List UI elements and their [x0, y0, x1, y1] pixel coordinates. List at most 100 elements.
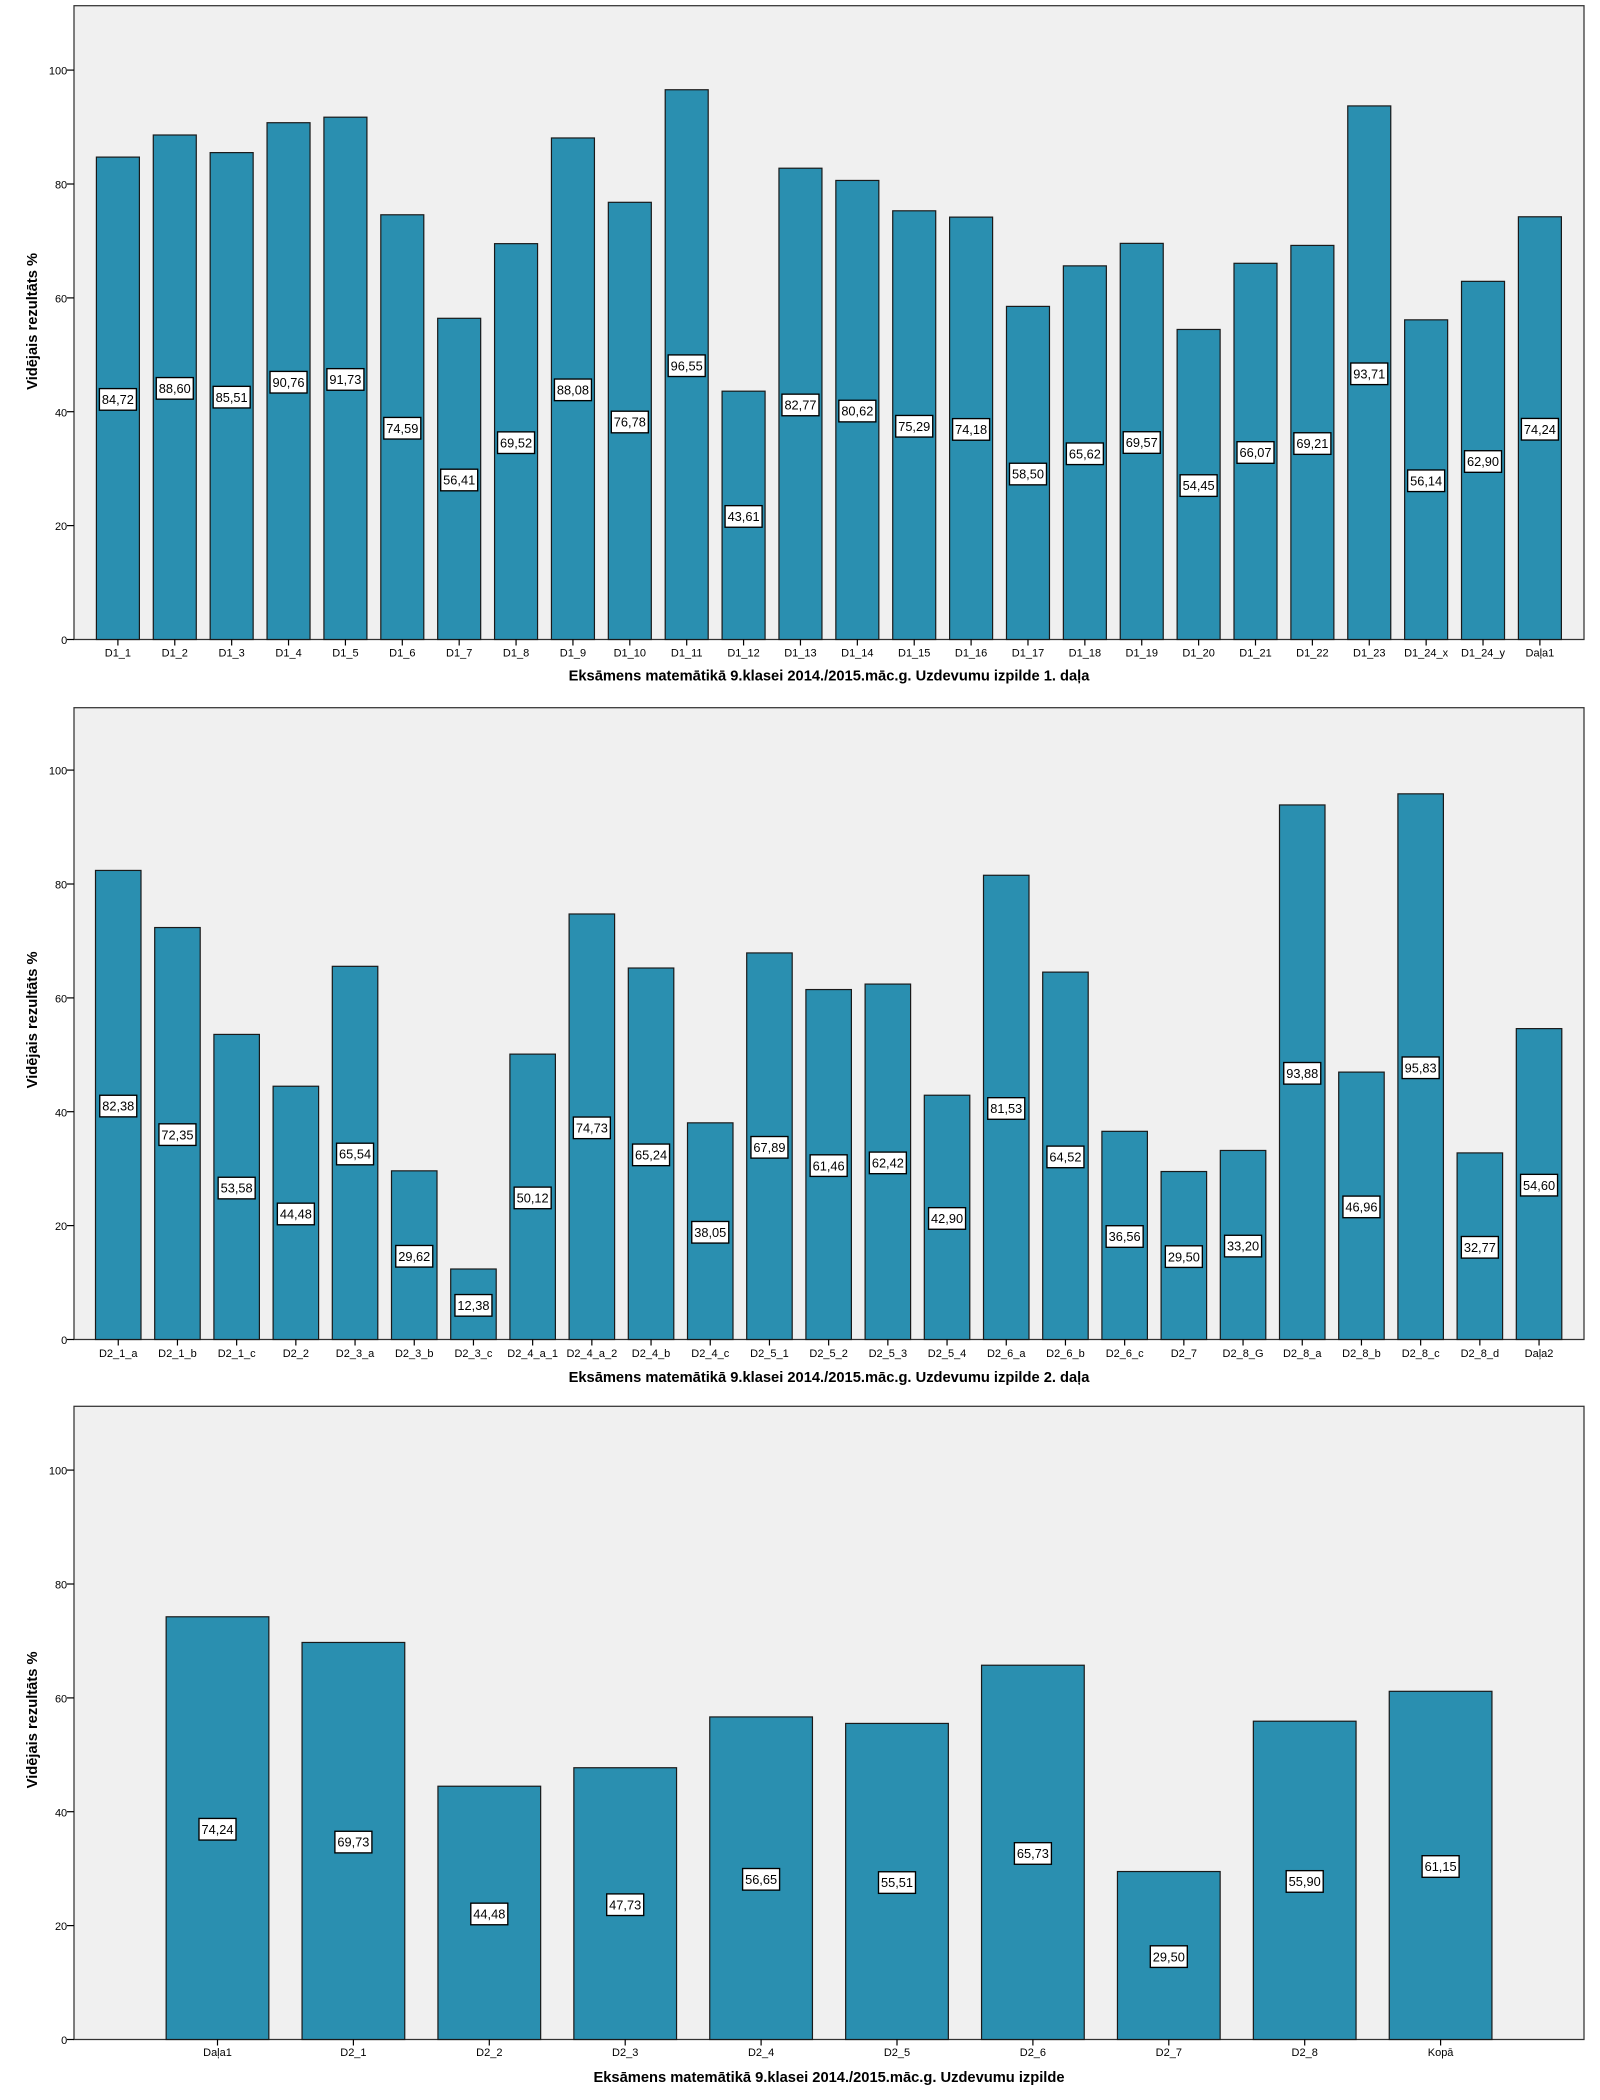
svg-text:D1_7: D1_7 — [446, 648, 472, 660]
svg-text:D2_3_a: D2_3_a — [336, 1348, 375, 1360]
svg-text:D2_3: D2_3 — [612, 2047, 638, 2059]
svg-text:D1_22: D1_22 — [1296, 648, 1328, 660]
svg-text:29,50: 29,50 — [1168, 1249, 1200, 1264]
svg-text:40: 40 — [55, 407, 67, 419]
svg-text:74,24: 74,24 — [201, 1822, 233, 1837]
svg-text:D1_9: D1_9 — [560, 648, 586, 660]
svg-text:D1_10: D1_10 — [614, 648, 646, 660]
svg-text:80: 80 — [55, 1580, 67, 1592]
svg-text:40: 40 — [55, 1807, 67, 1819]
svg-text:Vidējais rezultāts %: Vidējais rezultāts % — [25, 951, 41, 1088]
svg-text:54,60: 54,60 — [1523, 1178, 1555, 1193]
svg-text:64,52: 64,52 — [1049, 1150, 1081, 1165]
svg-text:65,73: 65,73 — [1017, 1846, 1049, 1861]
svg-text:D2_1_a: D2_1_a — [99, 1348, 138, 1360]
svg-text:65,24: 65,24 — [635, 1148, 667, 1163]
svg-text:61,15: 61,15 — [1425, 1859, 1457, 1874]
svg-text:60: 60 — [55, 294, 67, 306]
svg-text:Vidējais rezultāts %: Vidējais rezultāts % — [25, 1651, 41, 1788]
svg-text:D2_2: D2_2 — [283, 1348, 309, 1360]
svg-text:Eksāmens matemātikā 9.klasei 2: Eksāmens matemātikā 9.klasei 2014./2015.… — [569, 1370, 1091, 1386]
svg-text:D1_18: D1_18 — [1069, 648, 1101, 660]
svg-text:Eksāmens matemātikā 9.klasei 2: Eksāmens matemātikā 9.klasei 2014./2015.… — [593, 2070, 1064, 2086]
svg-text:74,59: 74,59 — [386, 421, 418, 436]
svg-text:D2_5: D2_5 — [884, 2047, 910, 2059]
svg-text:72,35: 72,35 — [161, 1127, 193, 1142]
svg-text:29,50: 29,50 — [1153, 1949, 1185, 1964]
svg-text:D2_8_G: D2_8_G — [1223, 1348, 1264, 1360]
svg-text:D1_23: D1_23 — [1353, 648, 1385, 660]
svg-text:38,05: 38,05 — [694, 1225, 726, 1240]
svg-text:88,08: 88,08 — [557, 382, 589, 397]
svg-text:75,29: 75,29 — [898, 419, 930, 434]
svg-text:56,65: 56,65 — [745, 1872, 777, 1887]
svg-text:40: 40 — [55, 1107, 67, 1119]
svg-text:43,61: 43,61 — [728, 509, 760, 524]
svg-text:56,14: 56,14 — [1410, 473, 1442, 488]
svg-text:D2_4_c: D2_4_c — [691, 1348, 729, 1360]
svg-text:82,38: 82,38 — [102, 1099, 134, 1114]
svg-text:D1_20: D1_20 — [1182, 648, 1214, 660]
svg-text:61,46: 61,46 — [813, 1158, 845, 1173]
svg-text:D2_6_c: D2_6_c — [1106, 1348, 1144, 1360]
svg-text:Daļa1: Daļa1 — [1526, 648, 1555, 660]
svg-text:D2_6_b: D2_6_b — [1046, 1348, 1085, 1360]
svg-text:D1_2: D1_2 — [162, 648, 188, 660]
svg-text:66,07: 66,07 — [1239, 445, 1271, 460]
svg-text:100: 100 — [49, 766, 67, 778]
svg-text:65,54: 65,54 — [339, 1147, 371, 1162]
svg-text:81,53: 81,53 — [990, 1101, 1022, 1116]
svg-text:Eksāmens matemātikā 9.klasei 2: Eksāmens matemātikā 9.klasei 2014./2015.… — [569, 669, 1091, 685]
svg-text:D2_7: D2_7 — [1156, 2047, 1182, 2059]
svg-text:D1_14: D1_14 — [841, 648, 873, 660]
svg-text:D2_2: D2_2 — [476, 2047, 502, 2059]
svg-text:D1_1: D1_1 — [105, 648, 131, 660]
svg-text:42,90: 42,90 — [931, 1211, 963, 1226]
svg-text:D2_4_a_1: D2_4_a_1 — [507, 1348, 558, 1360]
svg-text:Daļa2: Daļa2 — [1525, 1348, 1554, 1360]
svg-text:74,24: 74,24 — [1524, 422, 1556, 437]
svg-text:D1_19: D1_19 — [1126, 648, 1158, 660]
svg-text:54,45: 54,45 — [1183, 478, 1215, 493]
svg-text:44,48: 44,48 — [280, 1207, 312, 1222]
svg-text:D1_24_y: D1_24_y — [1461, 648, 1506, 660]
svg-text:44,48: 44,48 — [473, 1907, 505, 1922]
svg-text:67,89: 67,89 — [753, 1140, 785, 1155]
svg-text:D2_4_b: D2_4_b — [632, 1348, 671, 1360]
svg-text:D2_4_a_2: D2_4_a_2 — [566, 1348, 617, 1360]
svg-text:93,88: 93,88 — [1286, 1066, 1318, 1081]
svg-text:84,72: 84,72 — [102, 392, 134, 407]
svg-text:D1_5: D1_5 — [332, 648, 358, 660]
svg-text:D2_1_b: D2_1_b — [158, 1348, 197, 1360]
svg-text:0: 0 — [61, 635, 67, 647]
svg-text:D2_8_a: D2_8_a — [1283, 1348, 1322, 1360]
svg-text:53,58: 53,58 — [221, 1181, 253, 1196]
svg-text:33,20: 33,20 — [1227, 1239, 1259, 1254]
svg-text:D2_8_c: D2_8_c — [1402, 1348, 1440, 1360]
svg-text:D2_4: D2_4 — [748, 2047, 774, 2059]
svg-text:85,51: 85,51 — [216, 390, 248, 405]
svg-text:69,21: 69,21 — [1296, 436, 1328, 451]
svg-text:69,73: 69,73 — [337, 1835, 369, 1850]
svg-text:56,41: 56,41 — [443, 473, 475, 488]
svg-text:D2_6_a: D2_6_a — [987, 1348, 1026, 1360]
svg-text:Vidējais rezultāts %: Vidējais rezultāts % — [25, 253, 41, 390]
svg-text:D1_11: D1_11 — [671, 648, 703, 660]
svg-text:80,62: 80,62 — [841, 404, 873, 419]
svg-text:D1_15: D1_15 — [898, 648, 930, 660]
svg-text:D1_24_x: D1_24_x — [1404, 648, 1449, 660]
svg-text:20: 20 — [55, 521, 67, 533]
svg-text:55,51: 55,51 — [881, 1875, 913, 1890]
svg-text:95,83: 95,83 — [1405, 1060, 1437, 1075]
svg-text:D2_3_c: D2_3_c — [454, 1348, 492, 1360]
svg-text:100: 100 — [49, 1466, 67, 1478]
svg-text:55,90: 55,90 — [1289, 1874, 1321, 1889]
svg-text:D2_8_d: D2_8_d — [1461, 1348, 1500, 1360]
svg-text:D2_6: D2_6 — [1020, 2047, 1046, 2059]
svg-text:29,62: 29,62 — [398, 1249, 430, 1264]
svg-text:D1_3: D1_3 — [219, 648, 245, 660]
svg-text:D2_8_b: D2_8_b — [1342, 1348, 1381, 1360]
svg-text:D2_5_2: D2_5_2 — [809, 1348, 848, 1360]
svg-text:20: 20 — [55, 1921, 67, 1933]
svg-text:46,96: 46,96 — [1345, 1200, 1377, 1215]
